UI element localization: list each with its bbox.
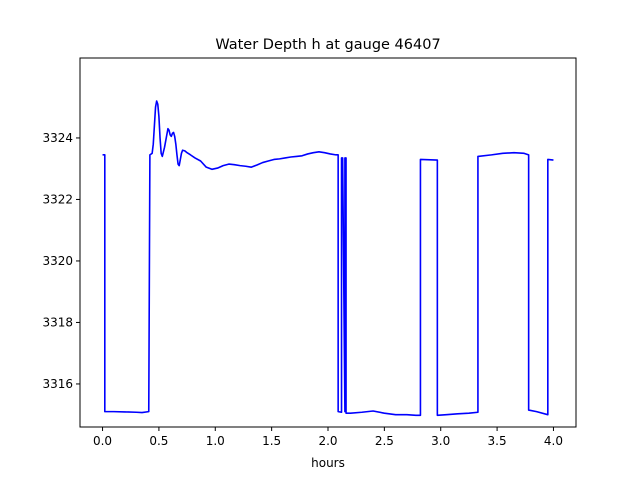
x-tick-label: 0.5 xyxy=(149,434,168,448)
y-tick-label: 3320 xyxy=(42,254,73,268)
y-axis: 3316 3318 3320 3322 3324 xyxy=(42,131,80,391)
plot-frame xyxy=(79,57,577,428)
y-tick-label: 3322 xyxy=(42,192,73,206)
y-tick-label: 3318 xyxy=(42,315,73,329)
series-layer xyxy=(102,100,554,417)
x-tick-label: 2.5 xyxy=(375,434,394,448)
x-tick-label: 4.0 xyxy=(544,434,563,448)
y-tick-label: 3316 xyxy=(42,377,73,391)
chart-title: Water Depth h at gauge 46407 xyxy=(215,37,440,53)
x-axis: 0.0 0.5 1.0 1.5 2.0 2.5 3.0 3.5 4.0 xyxy=(93,427,563,448)
x-tick-label: 1.5 xyxy=(262,434,281,448)
x-tick-label: 3.0 xyxy=(431,434,450,448)
x-tick-label: 3.5 xyxy=(488,434,507,448)
x-tick-label: 1.0 xyxy=(206,434,225,448)
plot-area xyxy=(80,58,576,427)
x-tick-label: 0.0 xyxy=(93,434,112,448)
x-tick-label: 2.0 xyxy=(318,434,337,448)
x-axis-label: hours xyxy=(311,456,345,470)
y-tick-label: 3324 xyxy=(42,131,73,145)
series-line-0 xyxy=(102,100,554,417)
